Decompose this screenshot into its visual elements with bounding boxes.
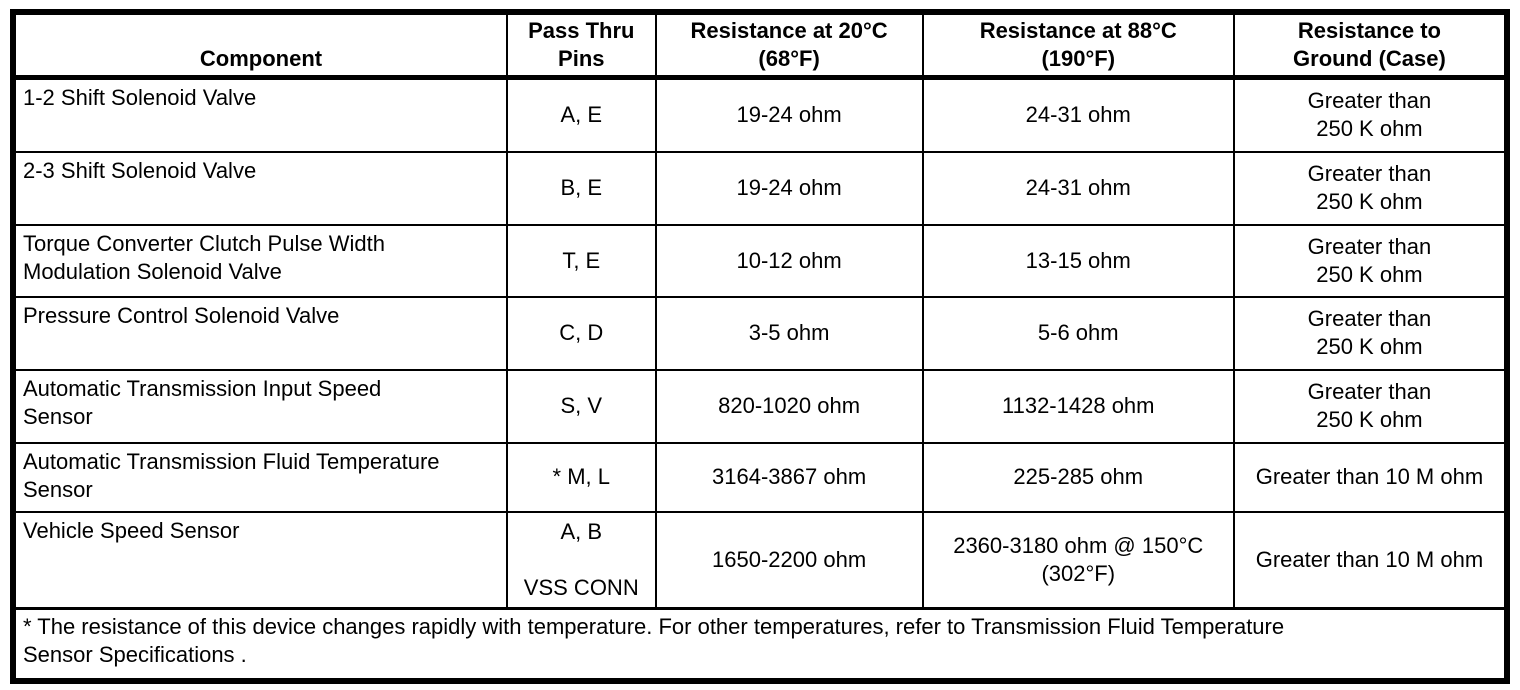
resistance-ground-cell: Greater than 250 K ohm (1232, 368, 1509, 444)
table-row: Torque Converter Clutch Pulse Width Modu… (12, 223, 1509, 298)
resistance-ground-cell: Greater than 10 M ohm (1232, 441, 1509, 513)
resistance-88c-cell: 13-15 ohm (921, 223, 1235, 298)
component-cell: 2-3 Shift Solenoid Valve (12, 150, 508, 226)
table-row: Vehicle Speed Sensor A, B VSS CONN 1650-… (12, 510, 1509, 610)
resistance-ground-cell: Greater than 10 M ohm (1232, 510, 1509, 610)
table-row: Pressure Control Solenoid Valve C, D 3-5… (12, 295, 1509, 371)
resistance-88c-cell: 5-6 ohm (921, 295, 1235, 371)
table-row: 2-3 Shift Solenoid Valve B, E 19-24 ohm … (12, 150, 1509, 226)
header-resistance-88c: Resistance at 88°C (190°F) (921, 11, 1235, 80)
footnote-row: * The resistance of this device changes … (12, 607, 1508, 682)
component-resistance-spec-table: Component Pass Thru Pins Resistance at 2… (10, 9, 1510, 684)
resistance-88c-cell: 24-31 ohm (921, 150, 1235, 226)
header-resistance-20c: Resistance at 20°C (68°F) (654, 11, 924, 80)
pins-cell: * M, L (505, 441, 657, 513)
resistance-ground-cell: Greater than 250 K ohm (1232, 295, 1509, 371)
resistance-88c-cell: 1132-1428 ohm (921, 368, 1235, 444)
resistance-20c-cell: 10-12 ohm (654, 223, 924, 298)
resistance-88c-cell: 2360-3180 ohm @ 150°C (302°F) (921, 510, 1235, 610)
table-row: 1-2 Shift Solenoid Valve A, E 19-24 ohm … (12, 76, 1509, 153)
component-cell: Torque Converter Clutch Pulse Width Modu… (12, 223, 508, 298)
table-row: Automatic Transmission Fluid Temperature… (12, 441, 1509, 513)
pins-cell: S, V (505, 368, 657, 444)
resistance-20c-cell: 19-24 ohm (654, 76, 924, 153)
resistance-20c-cell: 3164-3867 ohm (654, 441, 924, 513)
resistance-20c-cell: 820-1020 ohm (654, 368, 924, 444)
pins-cell: B, E (505, 150, 657, 226)
component-cell: Vehicle Speed Sensor (12, 510, 508, 610)
table-row: Automatic Transmission Input Speed Senso… (12, 368, 1509, 444)
component-cell: Automatic Transmission Input Speed Senso… (12, 368, 508, 444)
component-cell: Pressure Control Solenoid Valve (12, 295, 508, 371)
resistance-ground-cell: Greater than 250 K ohm (1232, 76, 1509, 153)
resistance-20c-cell: 19-24 ohm (654, 150, 924, 226)
resistance-88c-cell: 225-285 ohm (921, 441, 1235, 513)
resistance-20c-cell: 1650-2200 ohm (654, 510, 924, 610)
component-cell: 1-2 Shift Solenoid Valve (12, 76, 508, 153)
resistance-20c-cell: 3-5 ohm (654, 295, 924, 371)
header-pass-thru-pins: Pass Thru Pins (505, 11, 657, 80)
resistance-88c-cell: 24-31 ohm (921, 76, 1235, 153)
pins-cell: T, E (505, 223, 657, 298)
header-component: Component (12, 11, 508, 80)
pins-cell: A, E (505, 76, 657, 153)
pins-cell: A, B VSS CONN (505, 510, 657, 610)
footnote-text: * The resistance of this device changes … (12, 607, 1508, 682)
resistance-ground-cell: Greater than 250 K ohm (1232, 223, 1509, 298)
header-resistance-ground: Resistance to Ground (Case) (1232, 11, 1509, 80)
table-header-row: Component Pass Thru Pins Resistance at 2… (12, 11, 1509, 80)
resistance-ground-cell: Greater than 250 K ohm (1232, 150, 1509, 226)
pins-cell: C, D (505, 295, 657, 371)
component-cell: Automatic Transmission Fluid Temperature… (12, 441, 508, 513)
